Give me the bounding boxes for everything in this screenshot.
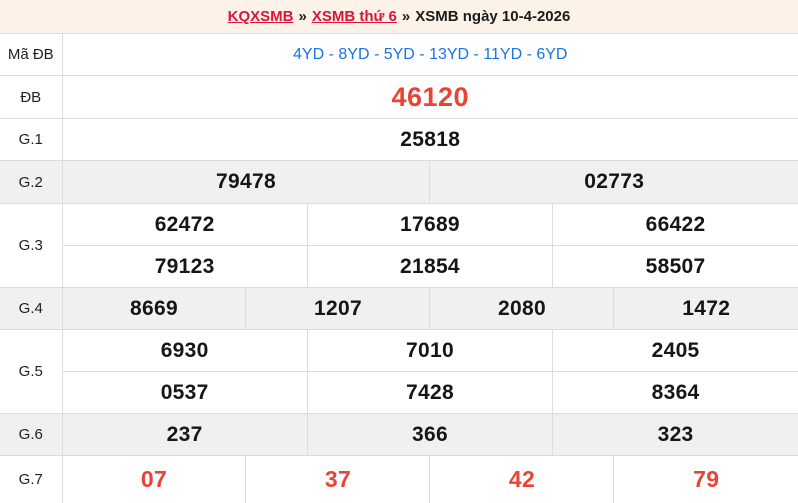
row-g7: G.7 07 37 42 79 — [0, 455, 798, 503]
row-g2: G.2 79478 02773 — [0, 160, 798, 204]
prize-number: 42 — [429, 455, 615, 503]
row-g4: G.4 8669 1207 2080 1472 — [0, 287, 798, 330]
row-ma-db: Mã ĐB 4YD - 8YD - 5YD - 13YD - 11YD - 6Y… — [0, 33, 798, 76]
breadcrumb-separator: » — [401, 8, 411, 25]
breadcrumb: KQXSMB » XSMB thứ 6 » XSMB ngày 10-4-202… — [0, 0, 798, 33]
row-g5-line2: 0537 7428 8364 — [0, 371, 798, 414]
prize-number: 0537 — [62, 371, 308, 414]
prize-number: 323 — [552, 413, 798, 456]
prize-number: 6930 — [61, 329, 308, 372]
row-g3-line1: G.3 62472 17689 66422 — [0, 203, 798, 288]
prize-number: 17689 — [306, 203, 554, 246]
prize-label: G.1 — [0, 118, 63, 161]
prize-number: 1472 — [613, 287, 798, 330]
prize-number: 62472 — [61, 203, 308, 246]
prize-number: 7428 — [306, 371, 554, 414]
prize-label: G.2 — [0, 160, 63, 204]
prize-number: 237 — [61, 413, 308, 456]
row-db: ĐB 46120 — [0, 75, 798, 119]
prize-number: 25818 — [61, 118, 798, 161]
prize-number: 1207 — [245, 287, 431, 330]
prize-number: 7010 — [306, 329, 554, 372]
prize-number: 79478 — [61, 160, 431, 204]
special-prize-number: 46120 — [61, 75, 798, 119]
prize-label: G.5 — [0, 329, 63, 414]
prize-number: 366 — [306, 413, 554, 456]
prize-number: 02773 — [429, 160, 798, 204]
breadcrumb-separator: » — [298, 8, 307, 25]
prize-number: 66422 — [552, 203, 798, 246]
row-g6: G.6 237 366 323 — [0, 413, 798, 456]
row-g3-line2: 79123 21854 58507 — [0, 245, 798, 288]
row-g1: G.1 25818 — [0, 118, 798, 161]
prize-number: 8364 — [552, 371, 798, 414]
row-g5-line1: G.5 6930 7010 2405 — [0, 329, 798, 414]
breadcrumb-link-xsmb-thu-6[interactable]: XSMB thứ 6 — [311, 8, 397, 25]
prize-number: 37 — [245, 455, 431, 503]
prize-label: Mã ĐB — [0, 33, 63, 76]
special-code-list: 4YD - 8YD - 5YD - 13YD - 11YD - 6YD — [61, 33, 798, 76]
results-table: Mã ĐB 4YD - 8YD - 5YD - 13YD - 11YD - 6Y… — [0, 33, 798, 503]
breadcrumb-link-kqxsmb[interactable]: KQXSMB — [227, 8, 294, 25]
prize-label: G.4 — [0, 287, 63, 330]
prize-number: 21854 — [306, 245, 554, 288]
prize-number: 58507 — [552, 245, 798, 288]
prize-label: ĐB — [0, 75, 63, 119]
prize-number: 2405 — [552, 329, 798, 372]
prize-number: 8669 — [61, 287, 247, 330]
breadcrumb-current-page: XSMB ngày 10-4-2026 — [415, 8, 571, 25]
prize-label: G.7 — [0, 455, 63, 503]
prize-number: 79123 — [62, 245, 308, 288]
prize-number: 2080 — [429, 287, 615, 330]
prize-number: 79 — [613, 455, 798, 503]
prize-number: 07 — [61, 455, 247, 503]
prize-label: G.6 — [0, 413, 63, 456]
prize-label: G.3 — [0, 203, 63, 288]
